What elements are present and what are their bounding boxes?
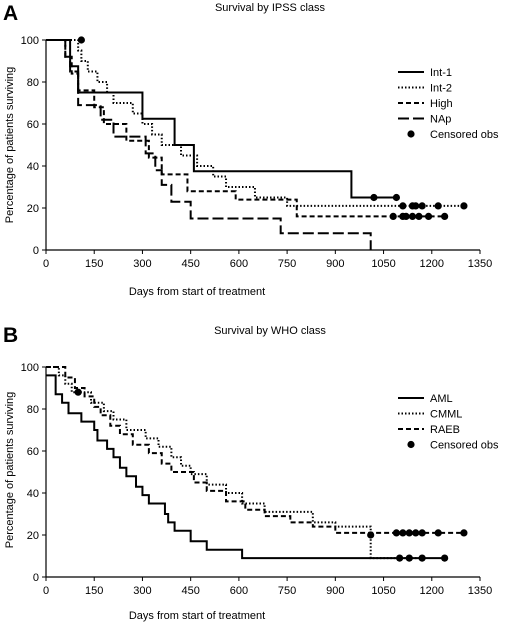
y-tick-label: 40	[27, 488, 39, 500]
censored-point	[412, 529, 420, 537]
y-tick-label: 80	[27, 77, 39, 89]
series-line-raeb	[46, 366, 464, 534]
legend-censored-marker	[407, 440, 415, 449]
legend-label: High	[430, 98, 453, 110]
censored-point	[74, 388, 82, 396]
panel-a-ylabel: Percentage of patients surviving	[4, 67, 16, 224]
censored-point	[418, 554, 426, 562]
legend-label: Int-1	[430, 67, 452, 79]
censored-point	[460, 202, 468, 210]
censored-point	[396, 554, 404, 562]
censored-point	[434, 529, 442, 537]
censored-point	[408, 212, 417, 220]
panel-b-letter: B	[3, 324, 18, 347]
x-tick-label: 450	[181, 585, 199, 597]
x-tick-label: 600	[230, 585, 248, 597]
censored-point	[367, 531, 375, 539]
censored-point	[77, 36, 85, 44]
censored-point	[402, 212, 410, 220]
censored-point	[399, 529, 407, 537]
x-tick-label: 750	[278, 258, 296, 270]
censored-point	[460, 529, 468, 537]
x-tick-label: 150	[85, 585, 103, 597]
series-line-int-1	[46, 39, 397, 199]
panel-a-title: Survival by IPSS class	[215, 2, 326, 14]
series-line-nap	[46, 39, 372, 250]
y-tick-label: 60	[27, 119, 39, 131]
x-tick-label: 450	[181, 258, 199, 270]
panel-b-legend: AML CMML RAEB Censored obs	[398, 393, 499, 452]
panel-a-letter: A	[3, 2, 18, 25]
panel-b-title: Survival by WHO class	[214, 325, 326, 337]
censored-point	[418, 529, 426, 537]
censored-point	[412, 202, 420, 210]
y-tick-label: 20	[27, 203, 39, 215]
panel-a-series	[46, 36, 468, 250]
censored-point	[389, 212, 397, 220]
legend-label: AML	[430, 393, 453, 405]
censored-point	[434, 202, 442, 210]
x-tick-label: 600	[230, 258, 248, 270]
panel-a-legend: Int-1 Int-2 High NAp Censored obs	[398, 67, 499, 141]
y-tick-label: 80	[27, 404, 39, 416]
censored-point	[399, 202, 407, 210]
series-line-cmml	[46, 366, 423, 560]
censored-point	[441, 554, 449, 562]
legend-label-censored: Censored obs	[430, 440, 499, 452]
panel-b-axes: 0 20 40 60 80 100 0 150 300 450 600 750 900 1050 1200 1…	[21, 362, 493, 597]
censored-point	[424, 212, 433, 220]
y-tick-label: 20	[27, 530, 39, 542]
x-tick-label: 1050	[371, 258, 395, 270]
x-tick-label: 300	[133, 585, 151, 597]
y-tick-label: 100	[21, 35, 39, 47]
x-tick-label: 0	[43, 258, 49, 270]
x-tick-label: 300	[133, 258, 151, 270]
legend-label-censored: Censored obs	[430, 129, 499, 141]
x-tick-label: 1350	[468, 258, 492, 270]
y-tick-label: 40	[27, 161, 39, 173]
y-tick-label: 60	[27, 446, 39, 458]
x-tick-label: 0	[43, 585, 49, 597]
x-tick-label: 150	[85, 258, 103, 270]
y-tick-label: 100	[21, 362, 39, 374]
censored-point	[441, 212, 449, 220]
legend-label: CMML	[430, 409, 462, 421]
panel-a-ipss-survival-chart: A Survival by IPSS class Percentage of p…	[3, 2, 499, 298]
y-tick-label: 0	[33, 245, 39, 257]
censored-point	[405, 554, 413, 562]
x-tick-label: 1200	[420, 585, 444, 597]
legend-label: Int-2	[430, 83, 452, 95]
censored-point	[405, 529, 413, 537]
panel-b-xlabel: Days from start of treatment	[129, 610, 265, 622]
censored-point	[415, 212, 423, 220]
legend-label: NAp	[430, 114, 451, 126]
legend-censored-marker	[407, 130, 415, 138]
censored-point	[418, 202, 426, 210]
series-line-int-2	[46, 39, 464, 207]
censored-point	[392, 529, 401, 537]
panel-a-xlabel: Days from start of treatment	[129, 286, 265, 298]
series-line-high	[46, 39, 445, 218]
series-line-aml	[46, 374, 445, 560]
x-tick-label: 1200	[420, 258, 444, 270]
x-tick-label: 1350	[468, 585, 492, 597]
x-tick-label: 750	[278, 585, 296, 597]
panel-b-series	[46, 366, 468, 562]
legend-label: RAEB	[430, 424, 460, 436]
x-tick-label: 1050	[371, 585, 395, 597]
censored-point	[370, 193, 378, 202]
censored-point	[392, 193, 401, 202]
panel-b-who-survival-chart: B Survival by WHO class Percentage of pa…	[3, 324, 499, 622]
panel-a-axes: 0 20 40 60 80 100 0 150 300 450 600 750 900 1050 1200 1…	[21, 35, 493, 270]
y-tick-label: 0	[33, 572, 39, 584]
panel-b-ylabel: Percentage of patients surviving	[4, 392, 16, 549]
x-tick-label: 900	[326, 258, 344, 270]
x-tick-label: 900	[326, 585, 344, 597]
